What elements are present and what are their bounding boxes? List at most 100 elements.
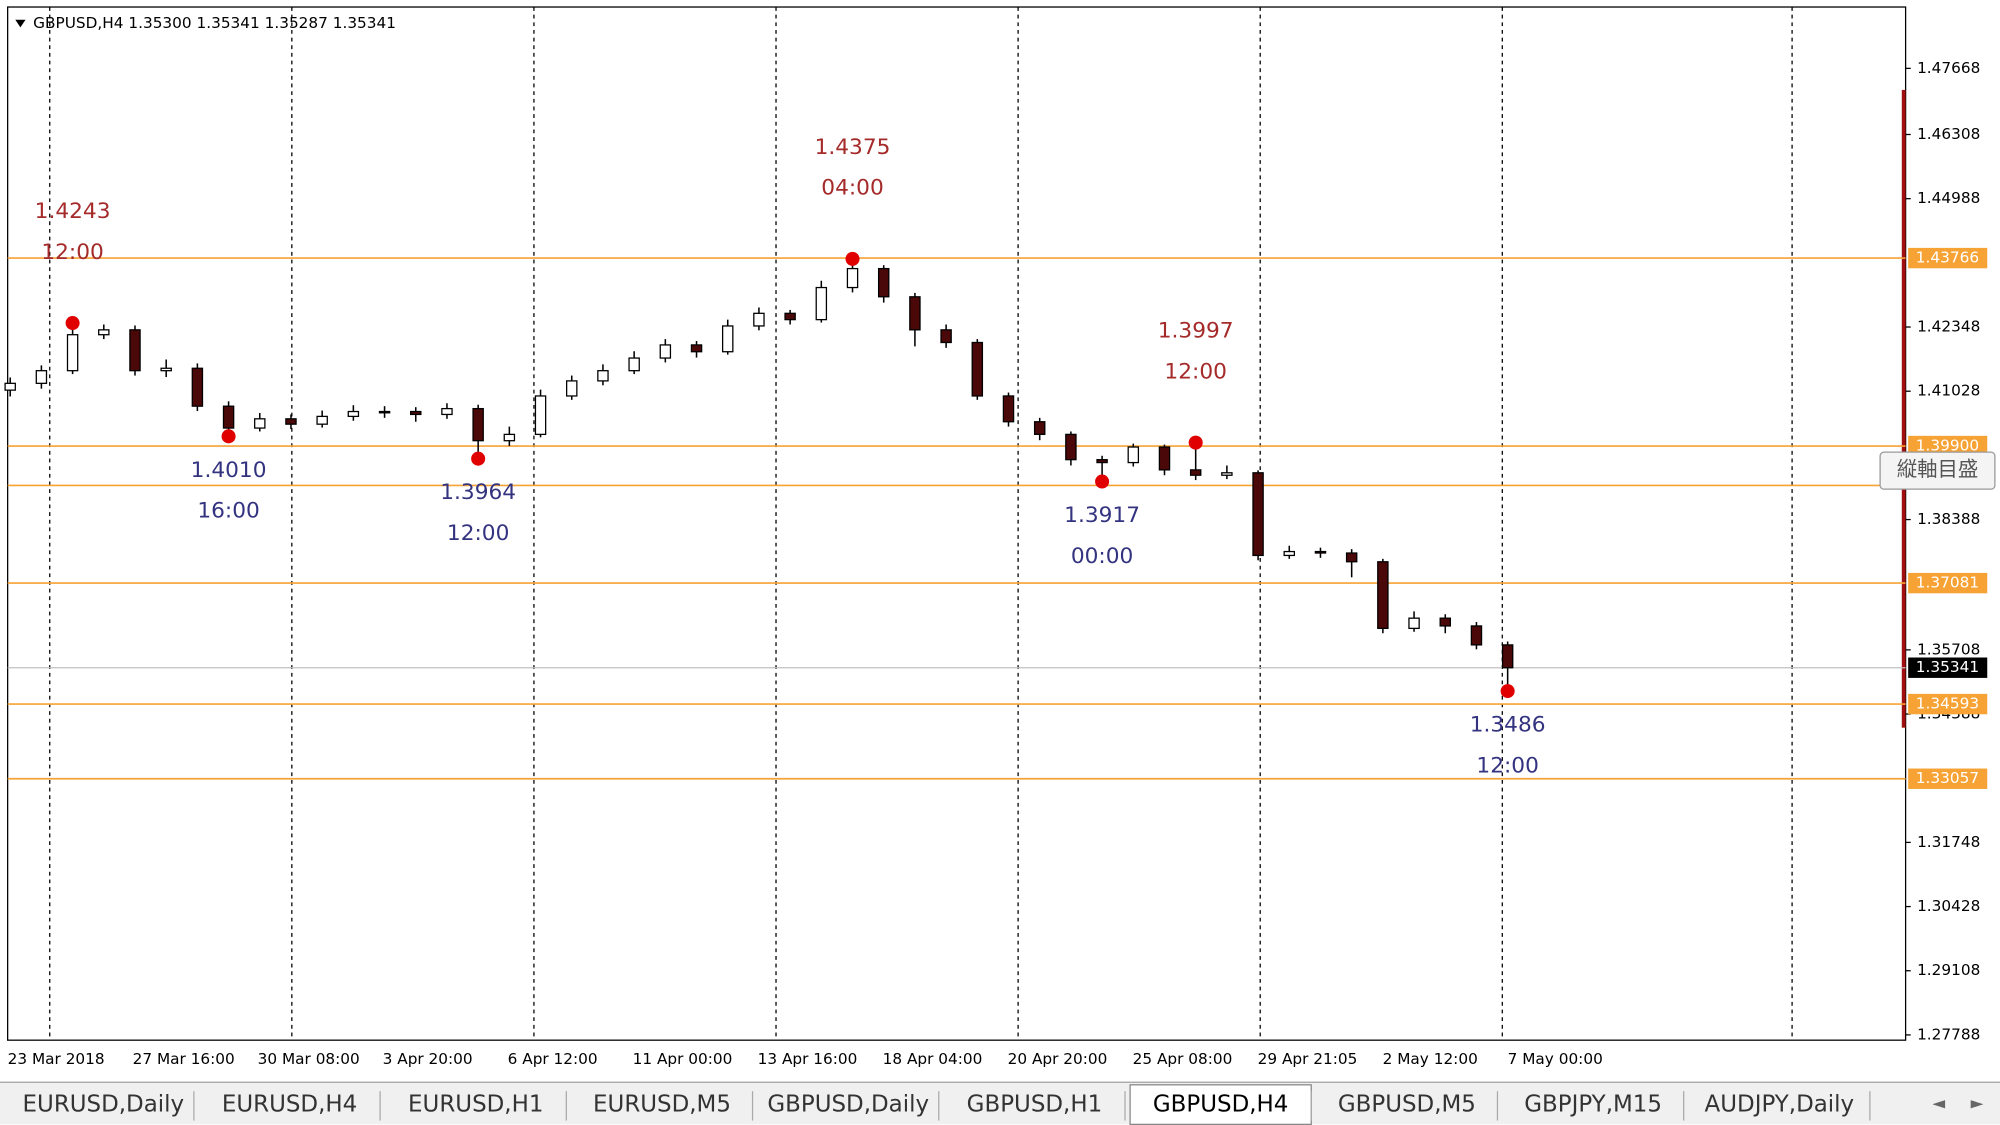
swing-time: 00:00 xyxy=(1071,544,1133,569)
swing-time: 12:00 xyxy=(447,521,509,546)
level-label: 1.37081 xyxy=(1916,574,1979,592)
tab-label[interactable]: GBPJPY,M15 xyxy=(1524,1092,1662,1118)
swing-price: 1.4375 xyxy=(815,135,891,160)
candle-body xyxy=(160,367,172,372)
side-indicator xyxy=(1901,89,1906,728)
tab-label[interactable]: EURUSD,H4 xyxy=(222,1092,357,1118)
swing-price: 1.3964 xyxy=(440,480,516,505)
candle-body xyxy=(1158,446,1171,471)
y-tick-label: 1.42348 xyxy=(1917,318,1980,336)
level-label: 1.39900 xyxy=(1916,437,1979,455)
y-tick-label: 1.47668 xyxy=(1917,59,1980,77)
level-label-box xyxy=(1908,247,1988,269)
x-tick-label: 27 Mar 16:00 xyxy=(133,1050,235,1068)
x-tick-label: 20 Apr 20:00 xyxy=(1008,1050,1108,1068)
swing-price: 1.4010 xyxy=(191,458,267,483)
y-tick-label: 1.29108 xyxy=(1917,961,1980,979)
tab-scroll-right[interactable]: ► xyxy=(1971,1093,1984,1112)
candle-body xyxy=(1314,550,1327,554)
swing-price: 1.4243 xyxy=(35,199,111,224)
candle-body xyxy=(566,380,578,397)
y-tick-label: 1.35708 xyxy=(1917,640,1980,658)
candle-body xyxy=(441,407,453,416)
x-tick-label: 7 May 00:00 xyxy=(1508,1050,1603,1068)
x-tick-label: 6 Apr 12:00 xyxy=(508,1050,598,1068)
y-tick-label: 1.46308 xyxy=(1917,125,1980,143)
level-label: 1.33057 xyxy=(1916,769,1979,787)
tab-label[interactable]: GBPUSD,Daily xyxy=(767,1092,929,1118)
menu-arrow[interactable] xyxy=(15,19,26,28)
scale-button-label[interactable]: 縦軸目盛 xyxy=(1897,457,1979,481)
y-tick-label: 1.30428 xyxy=(1917,897,1980,915)
swing-price: 1.3917 xyxy=(1064,503,1140,528)
candle-body xyxy=(1033,421,1046,436)
swing-time: 16:00 xyxy=(197,499,259,524)
candle-body xyxy=(4,382,16,391)
tab-label[interactable]: EURUSD,H1 xyxy=(408,1092,543,1118)
marks-layer xyxy=(4,258,1514,692)
x-tick-label: 11 Apr 00:00 xyxy=(633,1050,733,1068)
swing-time: 04:00 xyxy=(821,176,883,201)
x-tick-label: 25 Apr 08:00 xyxy=(1133,1050,1233,1068)
grid-layer xyxy=(7,7,1911,1041)
current-price-box xyxy=(1908,657,1988,678)
candle-body xyxy=(909,296,921,331)
tab-label[interactable]: GBPUSD,H1 xyxy=(967,1092,1102,1118)
candle-body xyxy=(1283,550,1296,557)
candle-body xyxy=(1189,469,1202,476)
candle-body xyxy=(285,418,297,425)
level-label-box xyxy=(1908,693,1988,715)
scale-button[interactable] xyxy=(1879,451,1996,490)
tab-scroll-left[interactable]: ◄ xyxy=(1932,1093,1945,1112)
candle-body xyxy=(410,410,422,416)
candle-body xyxy=(316,415,328,425)
candle-body xyxy=(1501,644,1514,669)
y-tick-label: 1.41028 xyxy=(1917,382,1980,400)
candle-body xyxy=(35,370,48,384)
candle-body xyxy=(597,370,609,382)
candle-body xyxy=(877,267,890,298)
y-tick-label: 1.38388 xyxy=(1917,510,1980,528)
tab-bar xyxy=(0,1082,2000,1125)
candle-body xyxy=(846,267,859,289)
candle-body xyxy=(378,410,391,414)
candle-body xyxy=(753,312,765,327)
candle-body xyxy=(690,344,703,353)
tab-label[interactable]: AUDJPY,Daily xyxy=(1705,1092,1855,1118)
candle-body xyxy=(784,312,796,321)
candle-body xyxy=(534,395,547,436)
tabs: EURUSD,Daily EURUSD,H4 EURUSD,H1 EURUSD,M5 G… xyxy=(23,1084,1871,1125)
candle-body xyxy=(1096,459,1108,464)
candle-body xyxy=(1252,472,1264,557)
candle-body xyxy=(472,407,484,442)
y-tick-label: 1.44988 xyxy=(1917,189,1980,207)
candle-body xyxy=(1127,446,1140,464)
candle-body xyxy=(1221,472,1233,476)
candle-body xyxy=(254,418,266,429)
candle-body xyxy=(1002,395,1015,423)
tab-label[interactable]: EURUSD,Daily xyxy=(23,1092,185,1118)
x-tick-label: 13 Apr 16:00 xyxy=(758,1050,858,1068)
active-tab[interactable] xyxy=(1129,1084,1312,1125)
candle-body xyxy=(191,367,204,407)
level-label-box xyxy=(1908,572,1988,594)
tab-label[interactable]: EURUSD,M5 xyxy=(593,1092,731,1118)
level-label: 1.43766 xyxy=(1916,249,1979,267)
candle-body xyxy=(971,341,984,397)
swing-price: 1.3997 xyxy=(1158,319,1234,344)
candle-body xyxy=(815,286,828,321)
tab-label[interactable]: GBPUSD,M5 xyxy=(1338,1092,1476,1118)
level-label-box xyxy=(1908,768,1988,789)
candle-body xyxy=(1377,561,1389,630)
x-tick-label: 23 Mar 2018 xyxy=(8,1050,105,1068)
candle-body xyxy=(1065,433,1077,461)
tab-label[interactable]: GBPUSD,H4 xyxy=(1153,1092,1288,1118)
labels-layer: 1.47668 1.46308 1.44988 1.42348 1.41028 1.383… xyxy=(8,59,1988,1068)
candle-body xyxy=(1345,552,1358,563)
candle-body xyxy=(98,329,110,336)
candle-body xyxy=(347,410,360,418)
swing-dot xyxy=(1188,435,1203,450)
swing-dot xyxy=(1095,474,1110,489)
